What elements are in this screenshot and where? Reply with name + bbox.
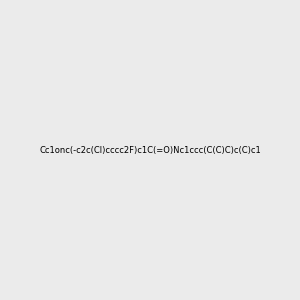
Text: Cc1onc(-c2c(Cl)cccc2F)c1C(=O)Nc1ccc(C(C)C)c(C)c1: Cc1onc(-c2c(Cl)cccc2F)c1C(=O)Nc1ccc(C(C)… xyxy=(39,146,261,154)
